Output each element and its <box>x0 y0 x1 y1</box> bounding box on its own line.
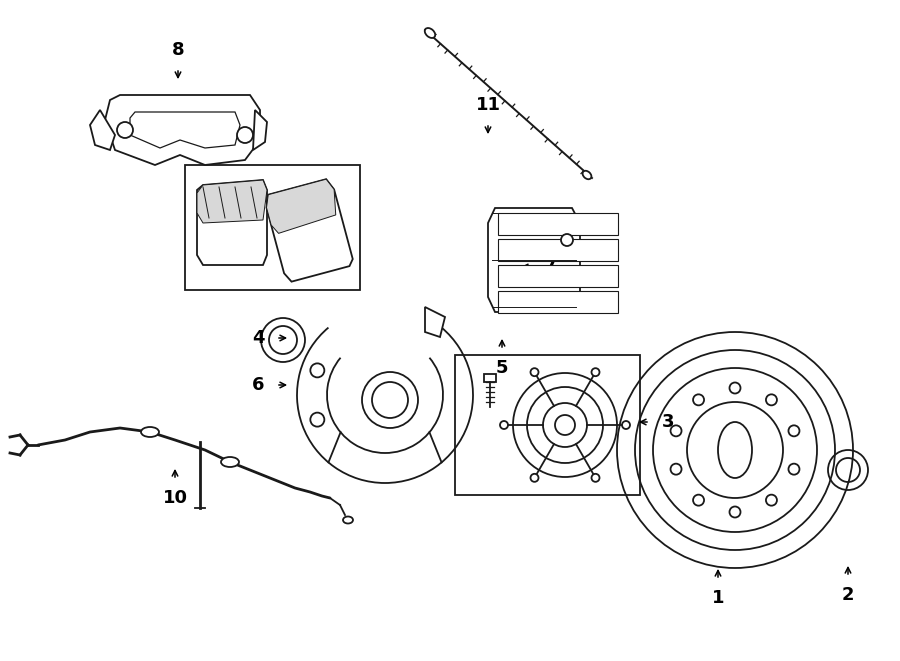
Circle shape <box>591 368 599 376</box>
Circle shape <box>527 387 603 463</box>
Circle shape <box>500 421 508 429</box>
Circle shape <box>237 127 253 143</box>
Bar <box>484 374 496 382</box>
Text: 9: 9 <box>216 204 229 222</box>
Bar <box>498 291 618 313</box>
Bar <box>498 213 618 235</box>
Circle shape <box>362 372 418 428</box>
Polygon shape <box>90 110 115 150</box>
Circle shape <box>310 412 324 426</box>
Ellipse shape <box>221 457 239 467</box>
Polygon shape <box>253 110 267 150</box>
Circle shape <box>310 364 324 377</box>
Bar <box>185 165 360 290</box>
Ellipse shape <box>343 516 353 524</box>
Polygon shape <box>266 179 353 282</box>
Polygon shape <box>425 307 445 337</box>
Text: 10: 10 <box>163 489 187 507</box>
Polygon shape <box>130 112 240 148</box>
Polygon shape <box>197 180 267 265</box>
Text: 1: 1 <box>712 589 724 607</box>
Circle shape <box>117 122 133 138</box>
Circle shape <box>543 403 587 447</box>
Polygon shape <box>266 179 336 233</box>
Circle shape <box>561 234 573 246</box>
Ellipse shape <box>425 28 436 38</box>
Text: 8: 8 <box>172 41 184 59</box>
Polygon shape <box>488 208 580 312</box>
Bar <box>455 355 640 495</box>
Text: 3: 3 <box>662 413 674 431</box>
Ellipse shape <box>141 427 159 437</box>
Circle shape <box>530 368 538 376</box>
Polygon shape <box>105 95 260 165</box>
Circle shape <box>513 373 617 477</box>
Polygon shape <box>197 180 267 223</box>
Ellipse shape <box>582 171 591 179</box>
Text: 11: 11 <box>475 96 500 114</box>
Circle shape <box>530 474 538 482</box>
Text: 5: 5 <box>496 359 508 377</box>
Text: 7: 7 <box>544 258 556 276</box>
Circle shape <box>591 474 599 482</box>
Circle shape <box>261 318 305 362</box>
Text: 4: 4 <box>252 329 265 347</box>
Bar <box>498 239 618 261</box>
Bar <box>498 265 618 287</box>
Text: 6: 6 <box>252 376 265 394</box>
Text: 2: 2 <box>842 586 854 604</box>
Circle shape <box>622 421 630 429</box>
